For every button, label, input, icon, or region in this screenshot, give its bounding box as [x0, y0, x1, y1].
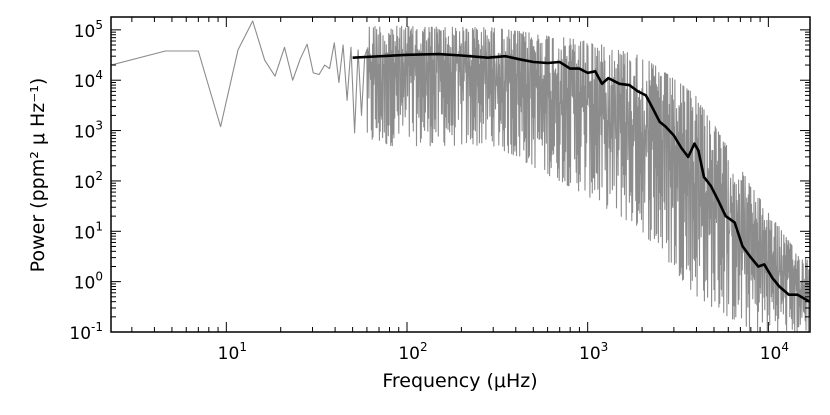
y-tick-label: 10-1 [69, 320, 103, 344]
x-tick-label: 104 [760, 340, 789, 364]
x-tick-label: 101 [218, 340, 247, 364]
x-tick-label: 103 [579, 340, 608, 364]
ticks-layer: 101 102 103 104 10-1 100 101 102 103 104 105 [69, 17, 810, 364]
plot-frame [110, 16, 811, 333]
x-tick-label: 102 [398, 340, 427, 364]
y-tick-label: 104 [74, 68, 103, 92]
y-tick-label: 100 [74, 270, 103, 294]
raw-spectrum-line [111, 20, 810, 332]
y-tick-label: 103 [74, 119, 103, 143]
x-axis-label: Frequency (μHz) [382, 370, 537, 392]
y-axis-label: Power (ppm² μ Hz⁻¹) [27, 78, 49, 273]
y-tick-label: 101 [74, 219, 103, 243]
y-tick-label: 105 [74, 18, 103, 42]
y-tick-label: 102 [74, 169, 103, 193]
smoothed-spectrum-line [352, 52, 810, 303]
series-layer [111, 20, 810, 332]
